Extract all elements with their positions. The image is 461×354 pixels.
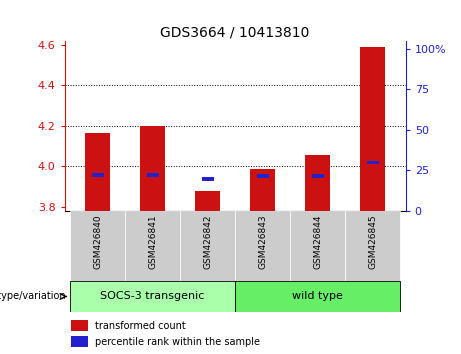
Title: GDS3664 / 10413810: GDS3664 / 10413810 [160, 25, 310, 40]
Bar [70, 211, 125, 281]
Text: GSM426843: GSM426843 [258, 214, 267, 269]
Bar [312, 174, 324, 178]
Text: GSM426842: GSM426842 [203, 214, 212, 269]
Text: genotype/variation: genotype/variation [0, 291, 65, 302]
Bar [345, 211, 400, 281]
Bar [91, 173, 104, 177]
Bar [250, 169, 275, 211]
Bar [71, 336, 89, 347]
Bar [180, 211, 235, 281]
Bar [195, 192, 220, 211]
Bar [235, 211, 290, 281]
Bar [366, 161, 379, 164]
Bar [257, 174, 269, 178]
Text: GSM426845: GSM426845 [368, 214, 377, 269]
Bar [125, 211, 180, 281]
Text: GSM426841: GSM426841 [148, 214, 157, 269]
Bar [235, 281, 400, 312]
Bar [290, 211, 345, 281]
Bar [85, 133, 110, 211]
Text: wild type: wild type [292, 291, 343, 302]
Bar [361, 47, 385, 211]
Bar [71, 320, 89, 331]
Text: GSM426840: GSM426840 [93, 214, 102, 269]
Text: GSM426844: GSM426844 [313, 214, 322, 269]
Bar [201, 177, 213, 181]
Text: percentile rank within the sample: percentile rank within the sample [95, 337, 260, 347]
Bar [147, 173, 159, 177]
Text: transformed count: transformed count [95, 321, 186, 331]
Text: SOCS-3 transgenic: SOCS-3 transgenic [100, 291, 205, 302]
Bar [305, 155, 330, 211]
Bar [140, 126, 165, 211]
Bar [70, 281, 235, 312]
